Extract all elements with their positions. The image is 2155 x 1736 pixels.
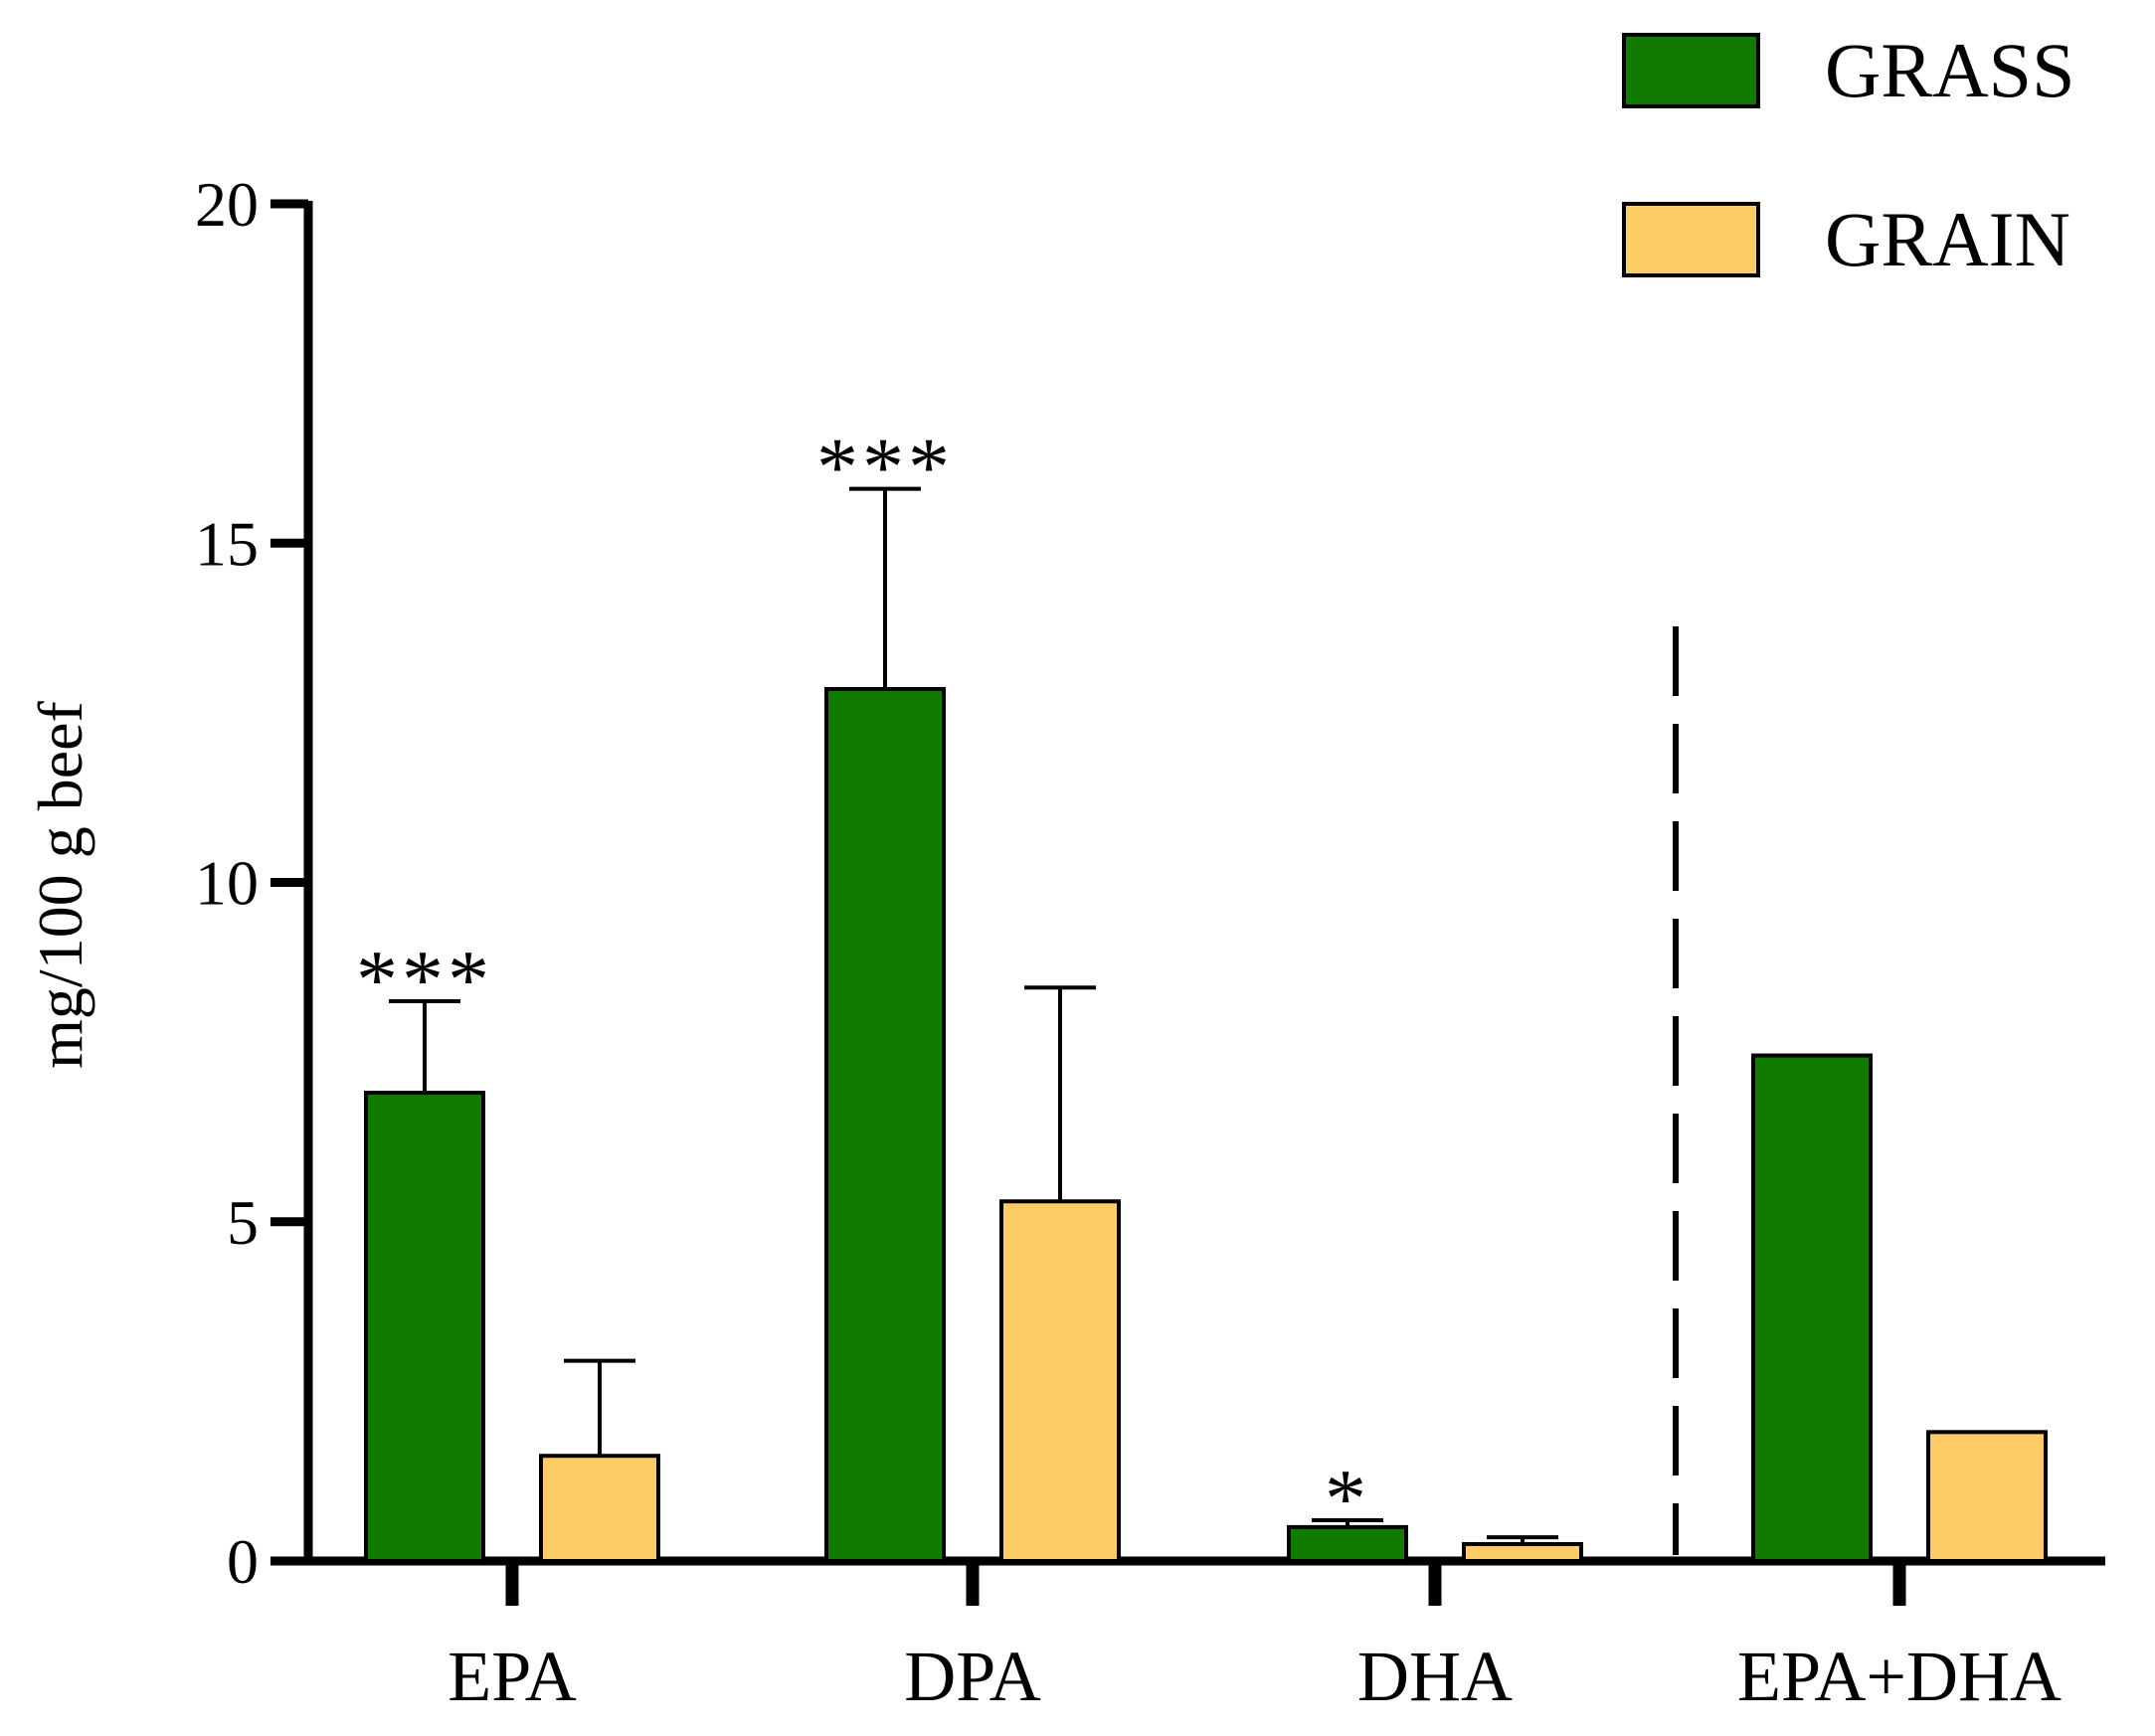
significance-stars: *** (356, 934, 493, 1026)
y-tick-label: 5 (227, 1187, 259, 1258)
y-tick-label: 15 (195, 508, 259, 579)
bar-grass (1751, 1053, 1873, 1563)
bar-grain (1926, 1430, 2048, 1563)
x-tick-label: EPA (448, 1637, 576, 1716)
y-tick-label: 10 (195, 848, 259, 919)
bars (364, 686, 2048, 1564)
x-tick-label: DPA (904, 1637, 1040, 1716)
significance-stars: *** (816, 422, 954, 514)
x-tick-labels: EPA DPA DHA EPA+DHA (448, 1637, 2062, 1716)
legend-swatch-grain (1622, 202, 1760, 277)
y-axis-title: mg/100 g beef (25, 700, 95, 1068)
bar-grass (364, 1091, 485, 1563)
significance-stars: * (1325, 1453, 1370, 1545)
bar-grain (539, 1454, 660, 1564)
legend-label-grass: GRASS (1825, 27, 2074, 113)
legend-label-grain: GRAIN (1825, 196, 2070, 282)
x-tick-label: EPA+DHA (1737, 1637, 2062, 1716)
legend-swatch-grass (1622, 33, 1760, 108)
significance-annotations: ******* (356, 422, 1370, 1545)
bar-grass (824, 686, 946, 1563)
y-tick-label: 20 (195, 169, 259, 240)
x-tick-label: DHA (1357, 1637, 1513, 1716)
bar-grain (999, 1199, 1121, 1564)
bar-grain (1462, 1541, 1583, 1563)
error-bars (389, 486, 1558, 1544)
y-tick-label: 0 (227, 1526, 259, 1597)
legend: GRASS GRAIN (1622, 27, 2074, 282)
